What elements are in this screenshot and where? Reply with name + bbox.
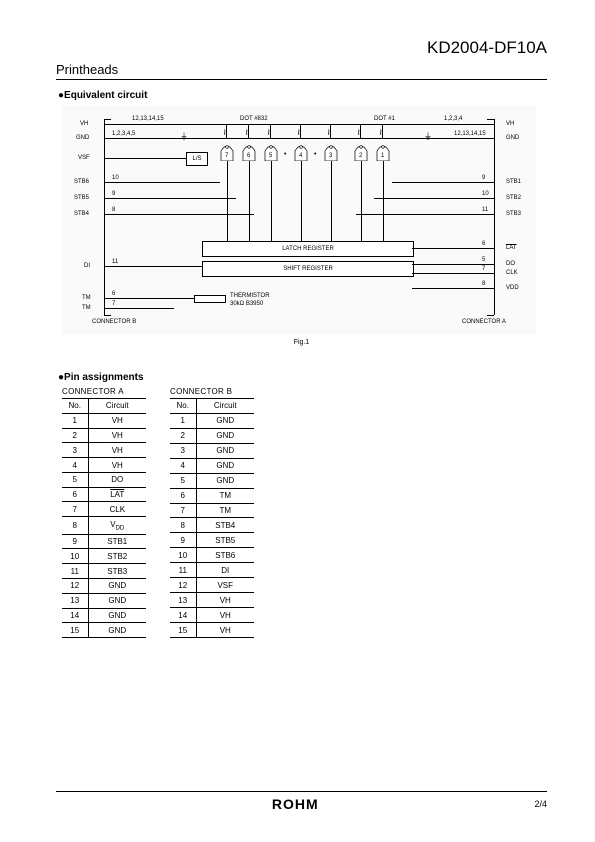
table-row: 1VH (62, 413, 146, 428)
header-rule (56, 79, 547, 80)
label-stb5: STB5 (74, 195, 89, 201)
pin-tables: CONNECTOR A No. Circuit 1VH2VH3VH4VH5DO6… (62, 387, 547, 638)
table-row: 12VSF (170, 578, 254, 593)
table-row: 12GND (62, 578, 146, 593)
col-ckt: Circuit (88, 399, 146, 414)
table-row: 9STB5 (170, 533, 254, 548)
connector-b-table: CONNECTOR B No. Circuit 1GND2GND3GND4GND… (170, 387, 254, 638)
table-row: 7TM (170, 503, 254, 518)
label-do: DO (506, 261, 515, 267)
ls-box: L/S (186, 152, 208, 166)
conn-a-caption: CONNECTOR A (62, 387, 146, 398)
page-number: 2/4 (534, 799, 547, 809)
table-row: 2VH (62, 428, 146, 443)
table-row: 5DO (62, 472, 146, 487)
table-row: 13GND (62, 593, 146, 608)
col-no: No. (62, 399, 88, 414)
label-stb1: STB1 (506, 179, 521, 185)
label-tm1: TM (82, 295, 91, 301)
section-title: Printheads (56, 62, 547, 77)
label-vh-l: VH (80, 121, 88, 127)
logo: ROHM (272, 796, 319, 812)
table-row: 8STB4 (170, 518, 254, 533)
table-row: 15VH (170, 623, 254, 638)
col-no: No. (170, 399, 196, 414)
label-di: DI (84, 263, 90, 269)
table-row: 3GND (170, 443, 254, 458)
therm2: 30kΩ B3950 (230, 301, 263, 307)
connector-a-table: CONNECTOR A No. Circuit 1VH2VH3VH4VH5DO6… (62, 387, 146, 638)
table-row: 2GND (170, 428, 254, 443)
table-row: 14GND (62, 608, 146, 623)
table-row: 10STB6 (170, 548, 254, 563)
table-row: 11STB3 (62, 564, 146, 579)
shift-register: SHIFT REGISTER (202, 261, 414, 277)
table-row: 10STB2 (62, 549, 146, 564)
table-row: 13VH (170, 593, 254, 608)
label-lat: LAT (506, 245, 517, 251)
table-row: 9STB1 (62, 534, 146, 549)
equivalent-circuit-diagram: VH GND VSF STB6 STB5 STB4 DI TM TM VH GN… (62, 105, 536, 335)
label-clk: CLK (506, 270, 518, 276)
label-gnd-l: GND (76, 135, 89, 141)
label-stb4: STB4 (74, 211, 89, 217)
col-ckt: Circuit (196, 399, 254, 414)
part-number: KD2004-DF10A (56, 38, 547, 58)
figure-label: Fig.1 (56, 339, 547, 346)
top-r1: 1,2,3,4 (444, 116, 462, 122)
therm1: THERMISTOR (230, 293, 270, 299)
label-stb2: STB2 (506, 195, 521, 201)
conn-b-label: CONNECTOR B (92, 319, 136, 325)
conn-a-label: CONNECTOR A (462, 319, 506, 325)
table-row: 14VH (170, 608, 254, 623)
top-dot832: DOT #832 (240, 116, 268, 122)
top-dot1: DOT #1 (374, 116, 395, 122)
top-l1: 12,13,14,15 (132, 116, 164, 122)
label-stb3: STB3 (506, 211, 521, 217)
label-vdd: VDD (506, 285, 519, 291)
table-row: 15GND (62, 623, 146, 638)
label-gnd-r: GND (506, 135, 519, 141)
table-row: 5GND (170, 473, 254, 488)
table-row: 6LAT (62, 487, 146, 502)
label-stb6: STB6 (74, 179, 89, 185)
table-row: 4VH (62, 458, 146, 473)
table-row: 4GND (170, 458, 254, 473)
pn-l-gnd: 1,2,3,4,5 (112, 131, 135, 137)
table-row: 1GND (170, 413, 254, 428)
table-row: 8VDD (62, 517, 146, 534)
pn-r-gnd: 12,13,14,15 (454, 131, 486, 137)
conn-b-caption: CONNECTOR B (170, 387, 254, 398)
label-vh-r: VH (506, 121, 514, 127)
footer-rule (56, 791, 547, 792)
circuit-heading: ●Equivalent circuit (58, 90, 547, 101)
label-vsf: VSF (78, 155, 90, 161)
pins-heading: ●Pin assignments (58, 372, 547, 383)
label-tm2: TM (82, 305, 91, 311)
table-row: 11DI (170, 563, 254, 578)
table-row: 7CLK (62, 502, 146, 517)
table-row: 3VH (62, 443, 146, 458)
footer: ROHM 2/4 (56, 791, 547, 812)
latch-register: LATCH REGISTER (202, 241, 414, 257)
table-row: 6TM (170, 488, 254, 503)
